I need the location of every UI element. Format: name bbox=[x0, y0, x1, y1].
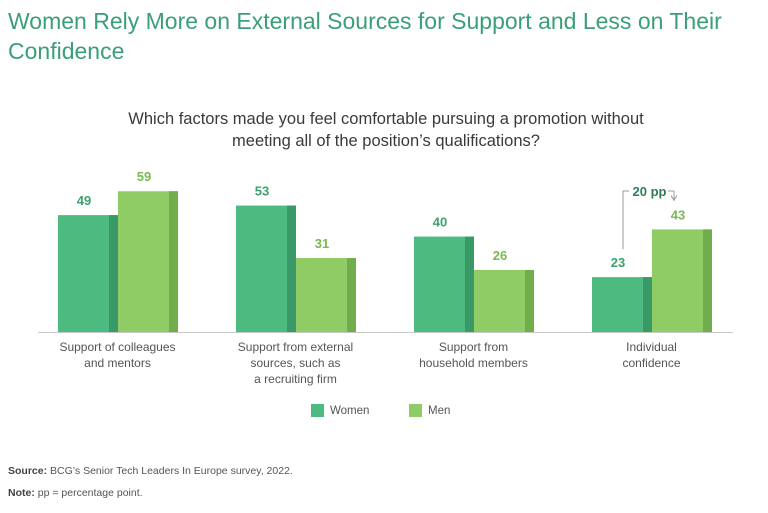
bar-shade-women-3 bbox=[643, 277, 652, 332]
bar-shade-men-0 bbox=[169, 191, 178, 332]
category-label-2-line-1: household members bbox=[419, 356, 528, 370]
bar-men-0 bbox=[118, 191, 178, 332]
bar-men-3 bbox=[652, 229, 712, 332]
legend-swatch-men bbox=[409, 404, 422, 417]
legend-label-men: Men bbox=[428, 405, 450, 417]
bar-women-1 bbox=[236, 205, 296, 332]
value-label-women-3: 23 bbox=[611, 255, 625, 270]
category-label-1-line-0: Support from external bbox=[238, 340, 353, 354]
legend-swatch-women bbox=[311, 404, 324, 417]
bar-shade-men-3 bbox=[703, 229, 712, 332]
value-label-men-3: 43 bbox=[671, 207, 685, 222]
source-text: BCG’s Senior Tech Leaders In Europe surv… bbox=[50, 465, 293, 477]
bar-women-0 bbox=[58, 215, 118, 332]
category-label-1-line-2: a recruiting firm bbox=[254, 372, 337, 386]
bar-women-2 bbox=[414, 236, 474, 332]
chart-title: Women Rely More on External Sources for … bbox=[8, 8, 722, 64]
category-label-3-line-1: confidence bbox=[622, 356, 680, 370]
source-label: Source: bbox=[8, 465, 48, 477]
bar-shade-men-1 bbox=[347, 258, 356, 332]
value-label-men-2: 26 bbox=[493, 248, 507, 263]
legend-label-women: Women bbox=[330, 405, 369, 417]
value-label-men-0: 59 bbox=[137, 169, 151, 184]
annotation-bracket-right bbox=[668, 190, 675, 200]
value-label-women-2: 40 bbox=[433, 215, 447, 230]
category-label-1-line-1: sources, such as bbox=[250, 356, 340, 370]
value-label-men-1: 31 bbox=[315, 236, 329, 251]
category-label-0-line-0: Support of colleagues bbox=[59, 340, 175, 354]
bar-men-2 bbox=[474, 269, 534, 332]
value-label-women-0: 49 bbox=[77, 193, 91, 208]
value-label-women-1: 53 bbox=[255, 184, 269, 199]
category-label-3-line-0: Individual bbox=[626, 340, 677, 354]
bar-women-3 bbox=[592, 277, 652, 332]
chart-question: Which factors made you feel comfortable … bbox=[128, 110, 644, 150]
source-line: Source: BCG’s Senior Tech Leaders In Eur… bbox=[8, 465, 293, 477]
note-line: Note: pp = percentage point. bbox=[8, 487, 143, 499]
bar-shade-women-0 bbox=[109, 215, 118, 332]
annotation-arrow-icon bbox=[670, 195, 678, 202]
category-label-0-line-1: and mentors bbox=[84, 356, 151, 370]
annotation-bracket-left bbox=[622, 190, 629, 250]
note-label: Note: bbox=[8, 487, 35, 499]
bar-men-1 bbox=[296, 258, 356, 332]
note-text: pp = percentage point. bbox=[37, 487, 143, 499]
bar-shade-women-2 bbox=[465, 236, 474, 332]
bar-shade-women-1 bbox=[287, 205, 296, 332]
bar-shade-men-2 bbox=[525, 269, 534, 332]
annotation-label: 20 pp bbox=[633, 184, 667, 199]
category-label-2-line-0: Support from bbox=[439, 340, 508, 354]
